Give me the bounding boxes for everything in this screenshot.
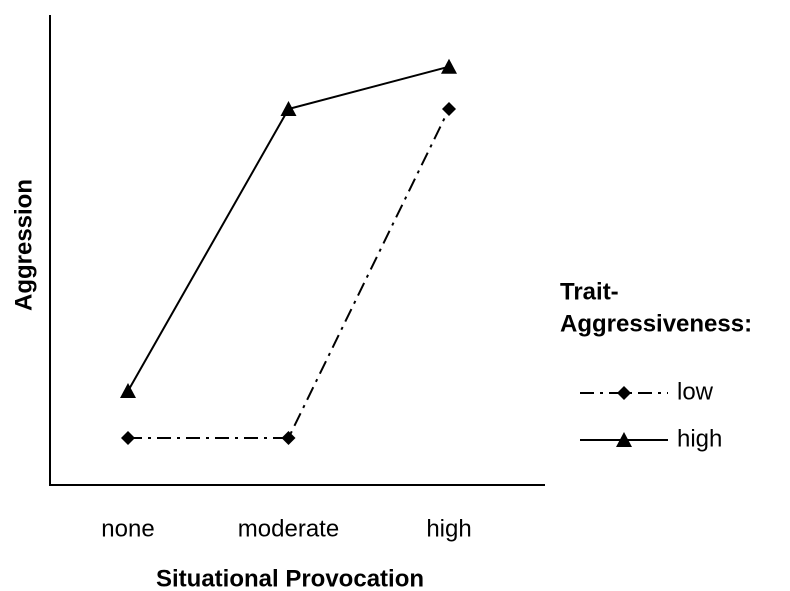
data-point [441, 58, 457, 74]
x-tick-label: moderate [238, 515, 339, 542]
legend-title: Trait- [560, 278, 619, 305]
data-point [120, 383, 136, 398]
legend-label: low [677, 378, 714, 405]
legend-marker [616, 432, 632, 447]
x-tick-label: none [101, 515, 154, 542]
legend-title: Aggressiveness: [560, 310, 752, 337]
y-axis-label: Aggression [10, 179, 37, 311]
data-point [280, 101, 297, 116]
series-line [128, 108, 450, 439]
data-point [442, 102, 456, 116]
legend-marker [617, 386, 631, 400]
legend-label: high [677, 425, 722, 452]
x-axis-label: Situational Provocation [156, 565, 424, 591]
data-point [121, 431, 135, 445]
data-point [281, 431, 296, 445]
x-tick-label: high [426, 515, 471, 542]
